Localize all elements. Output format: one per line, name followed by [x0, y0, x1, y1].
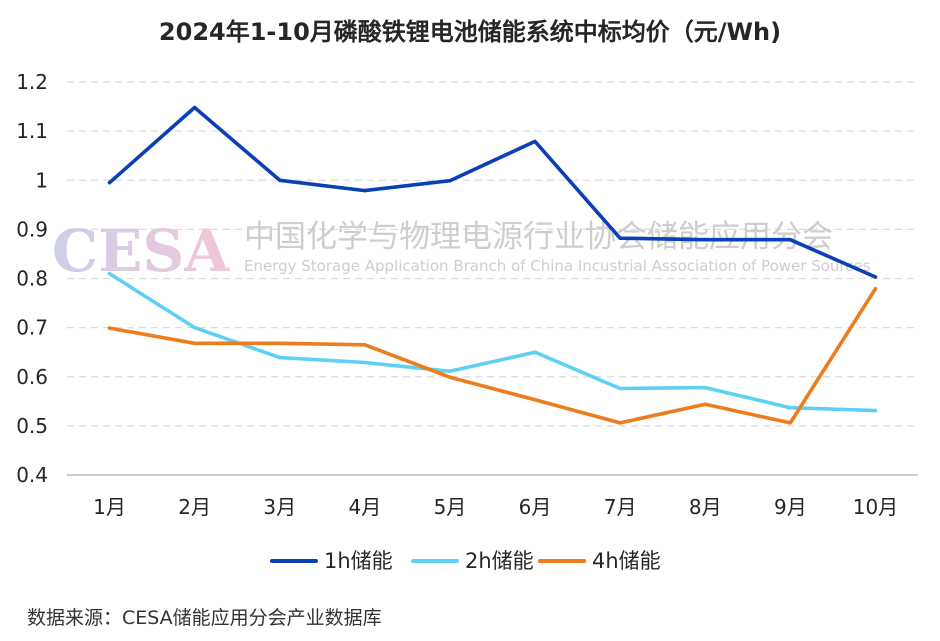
data-point: [703, 402, 707, 406]
data-point: [788, 238, 792, 242]
data-point: [533, 139, 537, 144]
data-point: [107, 181, 112, 185]
data-point: [193, 341, 197, 345]
data-point: [788, 406, 792, 410]
data-point: [107, 271, 112, 276]
data-point: [618, 236, 622, 240]
y-tick-label: 0.8: [16, 267, 48, 291]
watermark-name-cn: 中国化学与物理电源行业协会储能应用分会: [244, 219, 833, 255]
x-tick-label: 3月: [263, 495, 296, 519]
data-point: [618, 421, 622, 425]
y-tick-label: 1: [35, 168, 48, 192]
x-tick-label: 10月: [853, 495, 898, 519]
data-point: [618, 386, 622, 391]
x-tick-label: 1月: [93, 495, 126, 519]
y-axis-tick-labels: 0.4 0.5 0.6 0.7 0.8 0.9 1 1.1 1.2: [16, 70, 48, 487]
legend-label: 1h储能: [324, 549, 393, 573]
y-tick-label: 1.1: [16, 119, 48, 143]
y-tick-label: 0.9: [16, 217, 48, 241]
series-line-1: [107, 105, 878, 279]
chart-title: 2024年1-10月磷酸铁锂电池储能系统中标均价（元/Wh): [159, 18, 781, 46]
legend-label: 4h储能: [592, 549, 661, 573]
data-point: [788, 421, 792, 425]
data-point: [533, 350, 537, 354]
x-tick-label: 7月: [604, 495, 637, 519]
x-axis-tick-labels: 1月 2月 3月 4月 5月 6月 7月 8月 9月 10月: [93, 495, 898, 519]
data-point: [703, 238, 707, 242]
x-tick-label: 2月: [178, 495, 211, 519]
y-tick-label: 0.7: [16, 316, 48, 340]
data-point: [278, 178, 282, 182]
x-tick-label: 5月: [434, 495, 467, 519]
data-point: [278, 355, 282, 360]
data-point: [448, 369, 452, 373]
data-point: [278, 341, 282, 345]
data-point: [873, 275, 878, 279]
data-point: [873, 287, 878, 291]
data-point: [448, 375, 452, 379]
data-point: [193, 326, 197, 330]
legend: 1h储能 2h储能 4h储能: [270, 549, 661, 573]
data-point: [363, 360, 367, 365]
y-tick-label: 1.2: [16, 70, 48, 94]
x-tick-label: 8月: [689, 495, 722, 519]
watermark-name-en: Energy Storage Application Branch of Chi…: [244, 257, 871, 275]
x-tick-label: 6月: [519, 495, 552, 519]
data-point: [448, 179, 452, 183]
data-point: [533, 398, 537, 402]
data-point: [873, 409, 878, 413]
x-tick-label: 4月: [348, 495, 381, 519]
series-lines: [107, 105, 878, 425]
x-tick-label: 9月: [774, 495, 807, 519]
y-tick-label: 0.5: [16, 414, 48, 438]
series-line-3: [107, 286, 878, 425]
grid-lines: [67, 81, 918, 427]
watermark-logo: CESA: [52, 217, 230, 285]
source-note: 数据来源：CESA储能应用分会产业数据库: [27, 607, 382, 629]
legend-label: 2h储能: [465, 549, 534, 573]
data-point: [193, 105, 197, 110]
y-tick-label: 0.4: [16, 463, 48, 487]
data-point: [107, 326, 112, 330]
y-tick-label: 0.6: [16, 365, 48, 389]
data-point: [363, 343, 367, 347]
watermark: CESA 中国化学与物理电源行业协会储能应用分会 Energy Storage …: [52, 217, 871, 285]
data-point: [363, 188, 367, 193]
data-point: [703, 385, 707, 390]
